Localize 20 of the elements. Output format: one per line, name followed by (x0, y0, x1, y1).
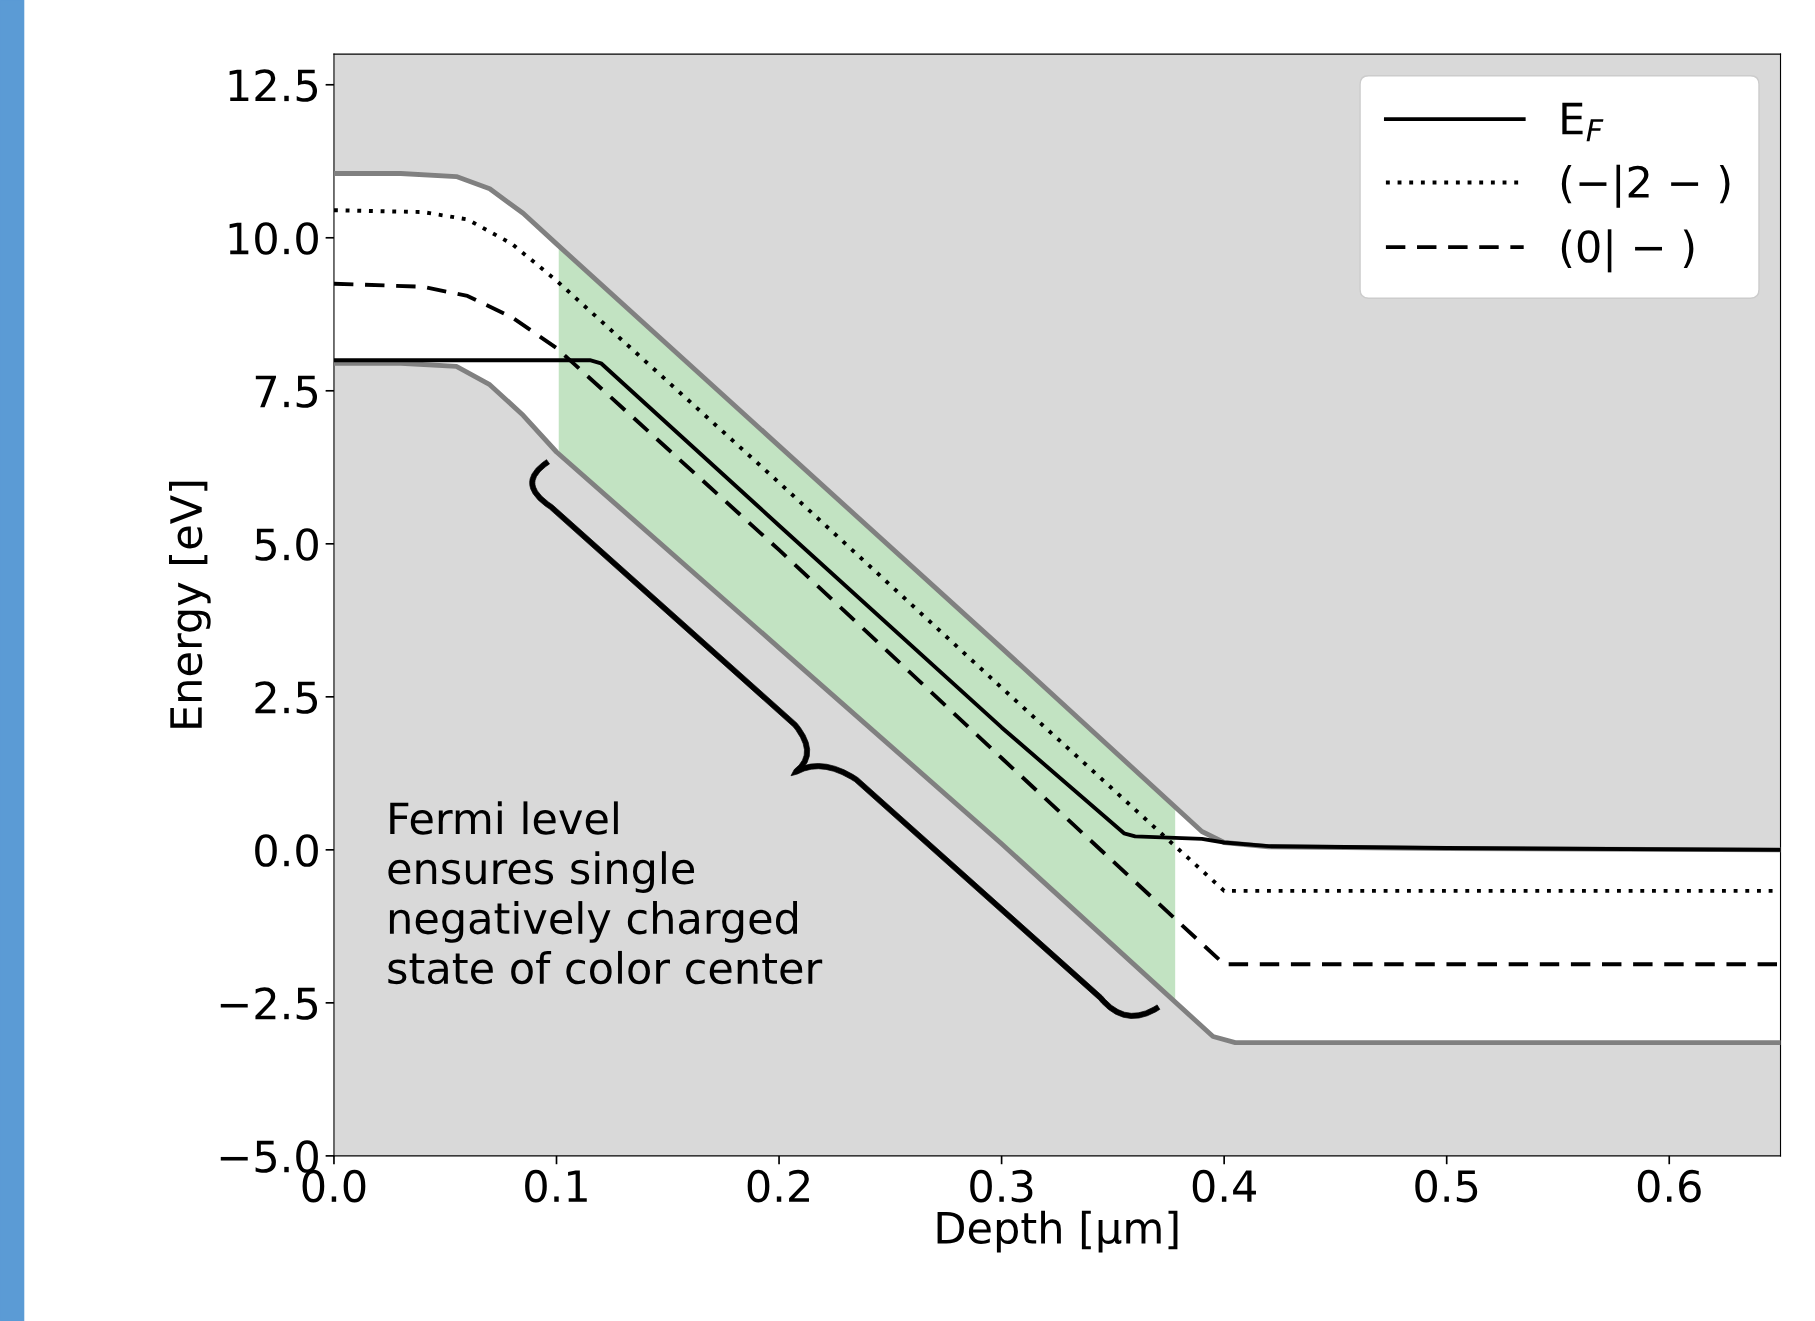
x-tick-label: 0.1 (525, 1169, 587, 1203)
annotation: Fermi level ensures single negatively charged state of color center (388, 801, 823, 985)
y-axis-title: Energy [eV] (168, 481, 211, 728)
x-axis-title: Depth [µm] (937, 1210, 1178, 1253)
y-tick-label: 5.0 (255, 528, 318, 561)
legend-label: E$_{F}$ (1562, 102, 1604, 142)
x-tick-label: 0.2 (747, 1169, 809, 1203)
y-tick-label: 0.0 (255, 834, 318, 867)
y-tick-label: 2.5 (255, 681, 318, 714)
line-series (333, 360, 1781, 1046)
y-tick-label: 7.5 (255, 375, 318, 408)
legend-label: (0| − ) (1561, 229, 1694, 273)
x-tick-label: 0.3 (970, 1169, 1033, 1203)
y-tick-label: 12.5 (229, 69, 318, 102)
x-tick-label: 0.5 (1415, 1169, 1478, 1203)
x-tick-label: 0.6 (1637, 1169, 1701, 1203)
y-tick-label: −2.5 (220, 987, 317, 1020)
x-tick-label: 0.4 (1192, 1169, 1256, 1203)
y-tick-label: 10.0 (229, 222, 318, 255)
legend-label: (−|2 − ) (1561, 164, 1730, 208)
